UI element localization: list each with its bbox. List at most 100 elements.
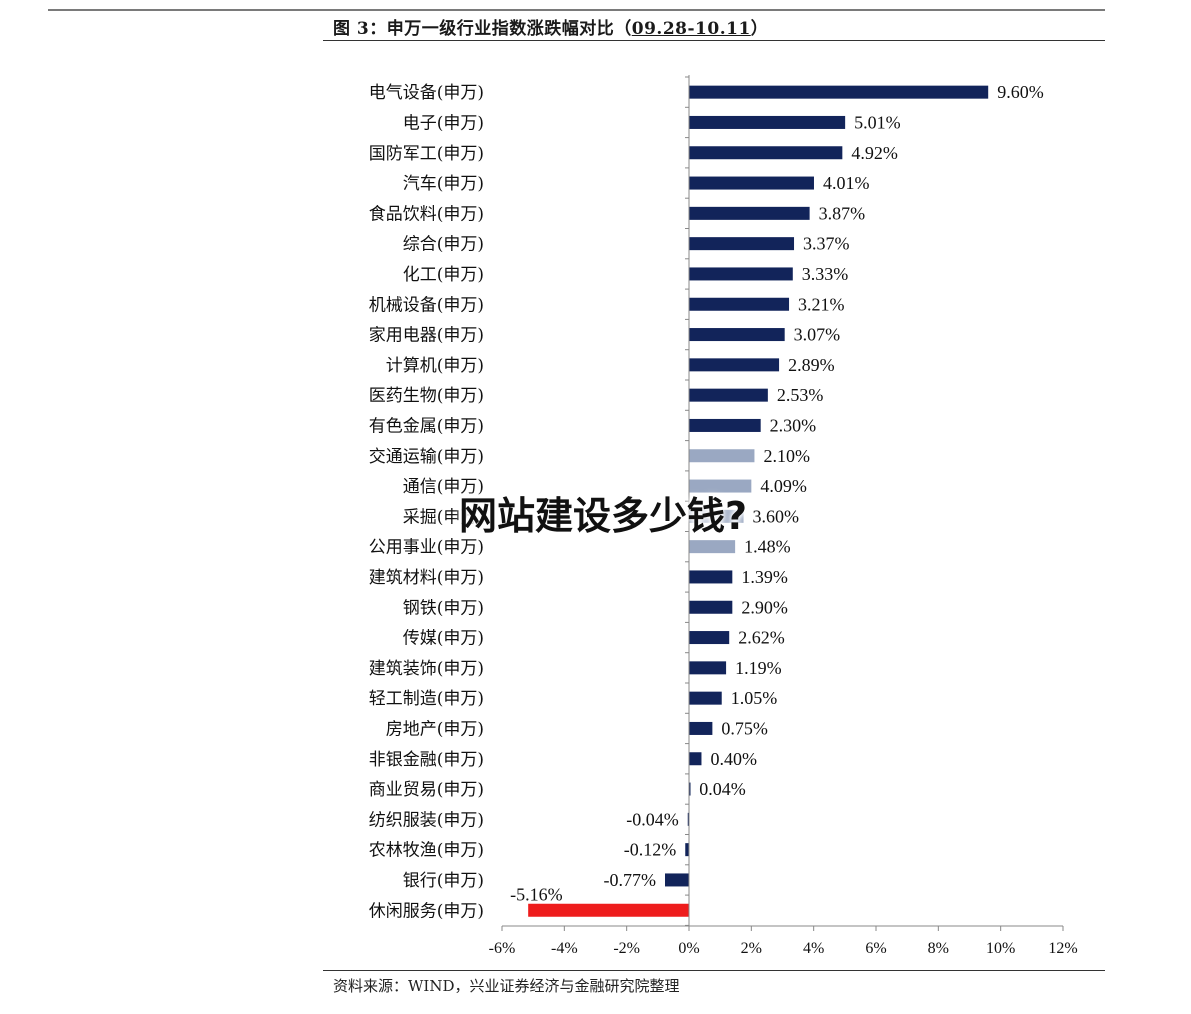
x-tick-label: 4% (803, 940, 824, 957)
bar (689, 600, 733, 614)
bar (689, 328, 785, 342)
bar (665, 873, 689, 887)
bar (689, 570, 733, 584)
category-label: 轻工制造(申万) (369, 689, 484, 709)
category-label: 有色金属(申万) (369, 416, 484, 436)
bar (689, 479, 752, 493)
category-label: 机械设备(申万) (369, 295, 484, 315)
source-note: 资料来源：WIND，兴业证券经济与金融研究院整理 (333, 977, 680, 995)
value-label: 2.62% (738, 628, 785, 648)
x-tick-label: 8% (928, 940, 949, 957)
bar (689, 146, 843, 160)
category-label: 家用电器(申万) (369, 326, 484, 346)
bar (689, 176, 814, 190)
bar (689, 449, 755, 463)
value-label: 2.89% (788, 355, 835, 375)
bar (689, 206, 810, 220)
value-label: 3.60% (753, 506, 800, 526)
bar (689, 237, 795, 251)
category-label: 化工(申万) (403, 265, 484, 285)
value-label: 4.09% (760, 476, 807, 496)
bar (685, 843, 689, 857)
x-tick-label: 6% (865, 940, 886, 957)
bar (689, 85, 989, 99)
value-label: 1.19% (735, 658, 782, 678)
category-label: 建筑装饰(申万) (369, 659, 484, 679)
x-tick-label: -4% (551, 940, 578, 957)
axes-group: -6% -4% -2% 0% 2% 4% 6% 8% 10% 12% (489, 75, 1078, 957)
value-label: 0.04% (699, 779, 746, 799)
category-label: 房地产(申万) (386, 719, 484, 739)
value-labels-group: 9.60% 5.01% 4.92% 4.01% 3.87% 3.37% 3.33% 3.21%… (510, 82, 1044, 904)
bar (689, 115, 846, 129)
x-tick-label: 2% (741, 940, 762, 957)
value-label: 3.87% (819, 203, 866, 223)
value-label: 1.39% (741, 567, 788, 587)
value-label: -0.04% (626, 809, 679, 829)
bar (689, 388, 768, 402)
value-label: 3.37% (803, 234, 850, 254)
bar (689, 297, 790, 311)
category-label: 建筑材料(申万) (369, 568, 484, 588)
value-label: 4.01% (823, 173, 870, 193)
bar (689, 267, 793, 281)
x-tick-label: -6% (489, 940, 516, 957)
bar (689, 418, 761, 432)
title-rule (323, 40, 1105, 41)
category-label: 综合(申万) (403, 235, 484, 255)
category-label: 汽车(申万) (403, 174, 484, 194)
category-label: 商业贸易(申万) (369, 780, 484, 800)
category-label: 银行(申万) (403, 871, 484, 891)
category-label: 通信(申万) (403, 477, 484, 497)
value-label: 3.21% (798, 294, 845, 314)
bar (689, 721, 713, 735)
value-label: 2.30% (770, 415, 817, 435)
bar (689, 631, 730, 645)
category-label: 传媒(申万) (403, 629, 484, 649)
value-label: 1.48% (744, 537, 791, 557)
category-label: 医药生物(申万) (369, 386, 484, 406)
category-label: 国防军工(申万) (369, 144, 484, 164)
figure-title-range: 09.28-10.11 (631, 19, 751, 39)
x-tick-label: 10% (986, 940, 1015, 957)
category-label: 采掘(申万) (403, 507, 484, 527)
top-rule (48, 9, 1105, 11)
value-label: 0.40% (710, 749, 757, 769)
value-label: -0.77% (604, 870, 657, 890)
value-label: -5.16% (510, 884, 563, 904)
figure-title: 图 3：申万一级行业指数涨跌幅对比（09.28-10.11） (333, 14, 768, 39)
bar (689, 752, 702, 766)
category-label: 食品饮料(申万) (369, 204, 484, 224)
value-label: 2.90% (741, 597, 788, 617)
x-tick-label: 0% (678, 940, 699, 957)
bar (689, 509, 744, 523)
value-label: 5.01% (854, 112, 901, 132)
value-label: 3.07% (794, 325, 841, 345)
value-label: 9.60% (997, 82, 1043, 102)
bar (689, 358, 780, 372)
value-label: 4.92% (851, 143, 898, 163)
category-label: 电子(申万) (403, 113, 484, 133)
category-label: 电气设备(申万) (369, 83, 484, 103)
x-tick-label: 12% (1048, 940, 1077, 957)
value-label: 1.05% (731, 688, 778, 708)
category-labels-group: 电气设备(申万) 电子(申万) 国防军工(申万) 汽车(申万) 食品饮料(申万) 综合(申… (369, 83, 484, 921)
category-label: 农林牧渔(申万) (369, 841, 484, 861)
category-label: 纺织服装(申万) (369, 810, 484, 830)
x-tick-label: -2% (613, 940, 640, 957)
value-label: 2.53% (777, 385, 824, 405)
bar (689, 661, 727, 675)
bars-group (528, 85, 989, 917)
value-label: 0.75% (721, 718, 768, 738)
category-label: 非银金融(申万) (369, 750, 484, 770)
category-label: 公用事业(申万) (369, 538, 484, 558)
category-label: 休闲服务(申万) (369, 901, 484, 921)
bar (689, 782, 691, 796)
bar (528, 903, 689, 917)
category-label: 交通运输(申万) (369, 447, 484, 467)
watermark-overlay: 网站建设多少钱? (459, 494, 748, 538)
value-label: 3.33% (802, 264, 849, 284)
figure-title-prefix: 图 3：申万一级行业指数涨跌幅对比（ (333, 19, 632, 39)
category-label: 计算机(申万) (386, 356, 484, 376)
